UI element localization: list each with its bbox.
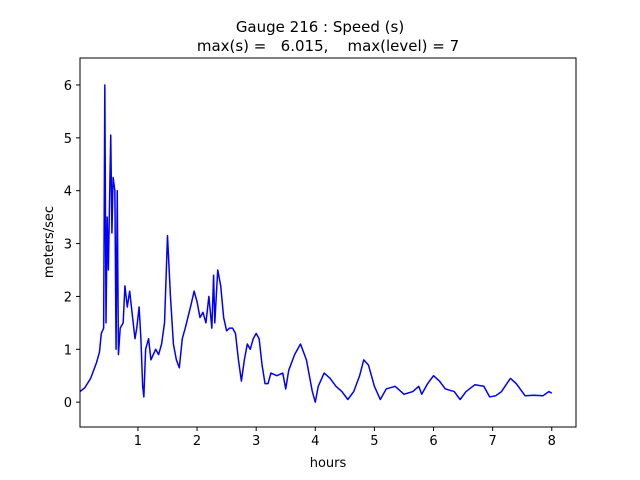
y-tick-label: 1 <box>64 343 72 358</box>
chart-subtitle: max(s) = 6.015, max(level) = 7 <box>197 37 459 55</box>
y-tick-label: 3 <box>64 238 72 253</box>
y-tick-label: 2 <box>64 290 72 305</box>
y-tick-label: 5 <box>64 132 72 147</box>
x-axis-label: hours <box>310 456 347 471</box>
x-tick-label: 3 <box>252 434 260 449</box>
y-tick-label: 0 <box>64 396 72 411</box>
x-tick-label: 6 <box>429 434 437 449</box>
x-tick-label: 2 <box>193 434 201 449</box>
plot-frame <box>79 57 577 428</box>
x-tick-label: 4 <box>311 434 319 449</box>
line-series <box>80 84 553 403</box>
x-tick-label: 1 <box>134 434 142 449</box>
y-tick-label: 6 <box>64 79 72 94</box>
x-tick-label: 7 <box>489 434 497 449</box>
chart-title: Gauge 216 : Speed (s) <box>236 18 404 36</box>
x-tick-label: 8 <box>548 434 556 449</box>
y-axis-label: meters/sec <box>42 206 57 278</box>
y-tick-label: 4 <box>64 185 72 200</box>
x-tick-label: 5 <box>370 434 378 449</box>
